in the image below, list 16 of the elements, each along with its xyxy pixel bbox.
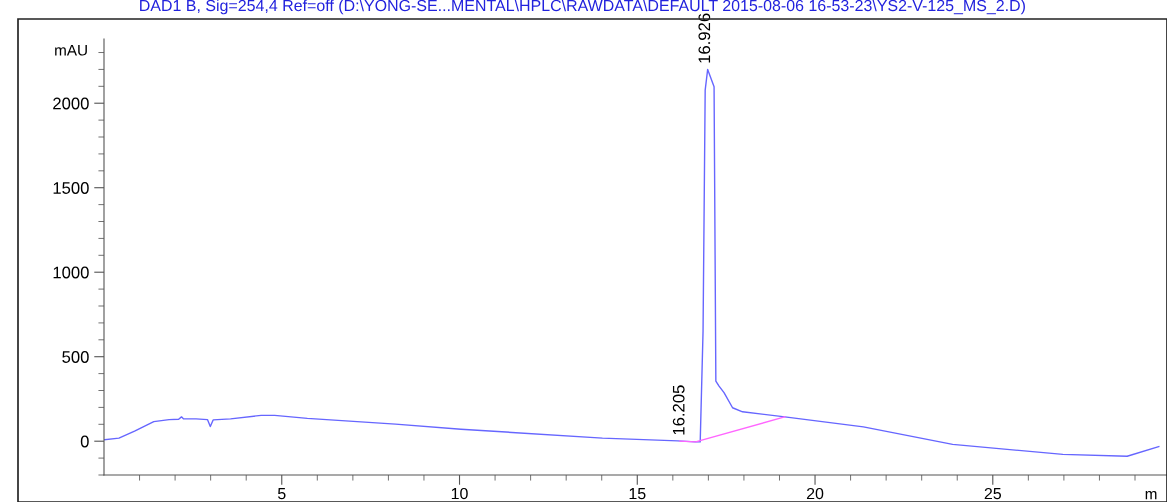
annotation: 16.926 [698,13,711,63]
y-tick-label: 2000 [53,97,89,110]
line-series [104,68,1160,457]
chart-title: DAD1 B, Sig=254,4 Ref=off (D:\YONG-SE...MENTAL\HPLC\RAWDATA\DEFAULT 2015-08-06 16-53-23\YS2-V-125_MS_2.D) [140,0,1025,15]
y-axis-title: mAU [55,44,87,56]
x-axis-title: m [1145,490,1157,500]
x-tick-label: 5 [277,488,286,500]
y-tick-label: 500 [62,351,89,363]
x-tick-label: 20 [806,487,824,500]
x-tick-label: 25 [984,487,1002,500]
x-tick-label: 10 [451,487,468,500]
y-tick-label: 0 [80,435,89,448]
y-tick-label: 1000 [53,266,89,279]
annotation: 16.205 [672,385,685,435]
x-tick-label: 15 [629,488,646,500]
y-tick-label: 1500 [53,182,89,194]
